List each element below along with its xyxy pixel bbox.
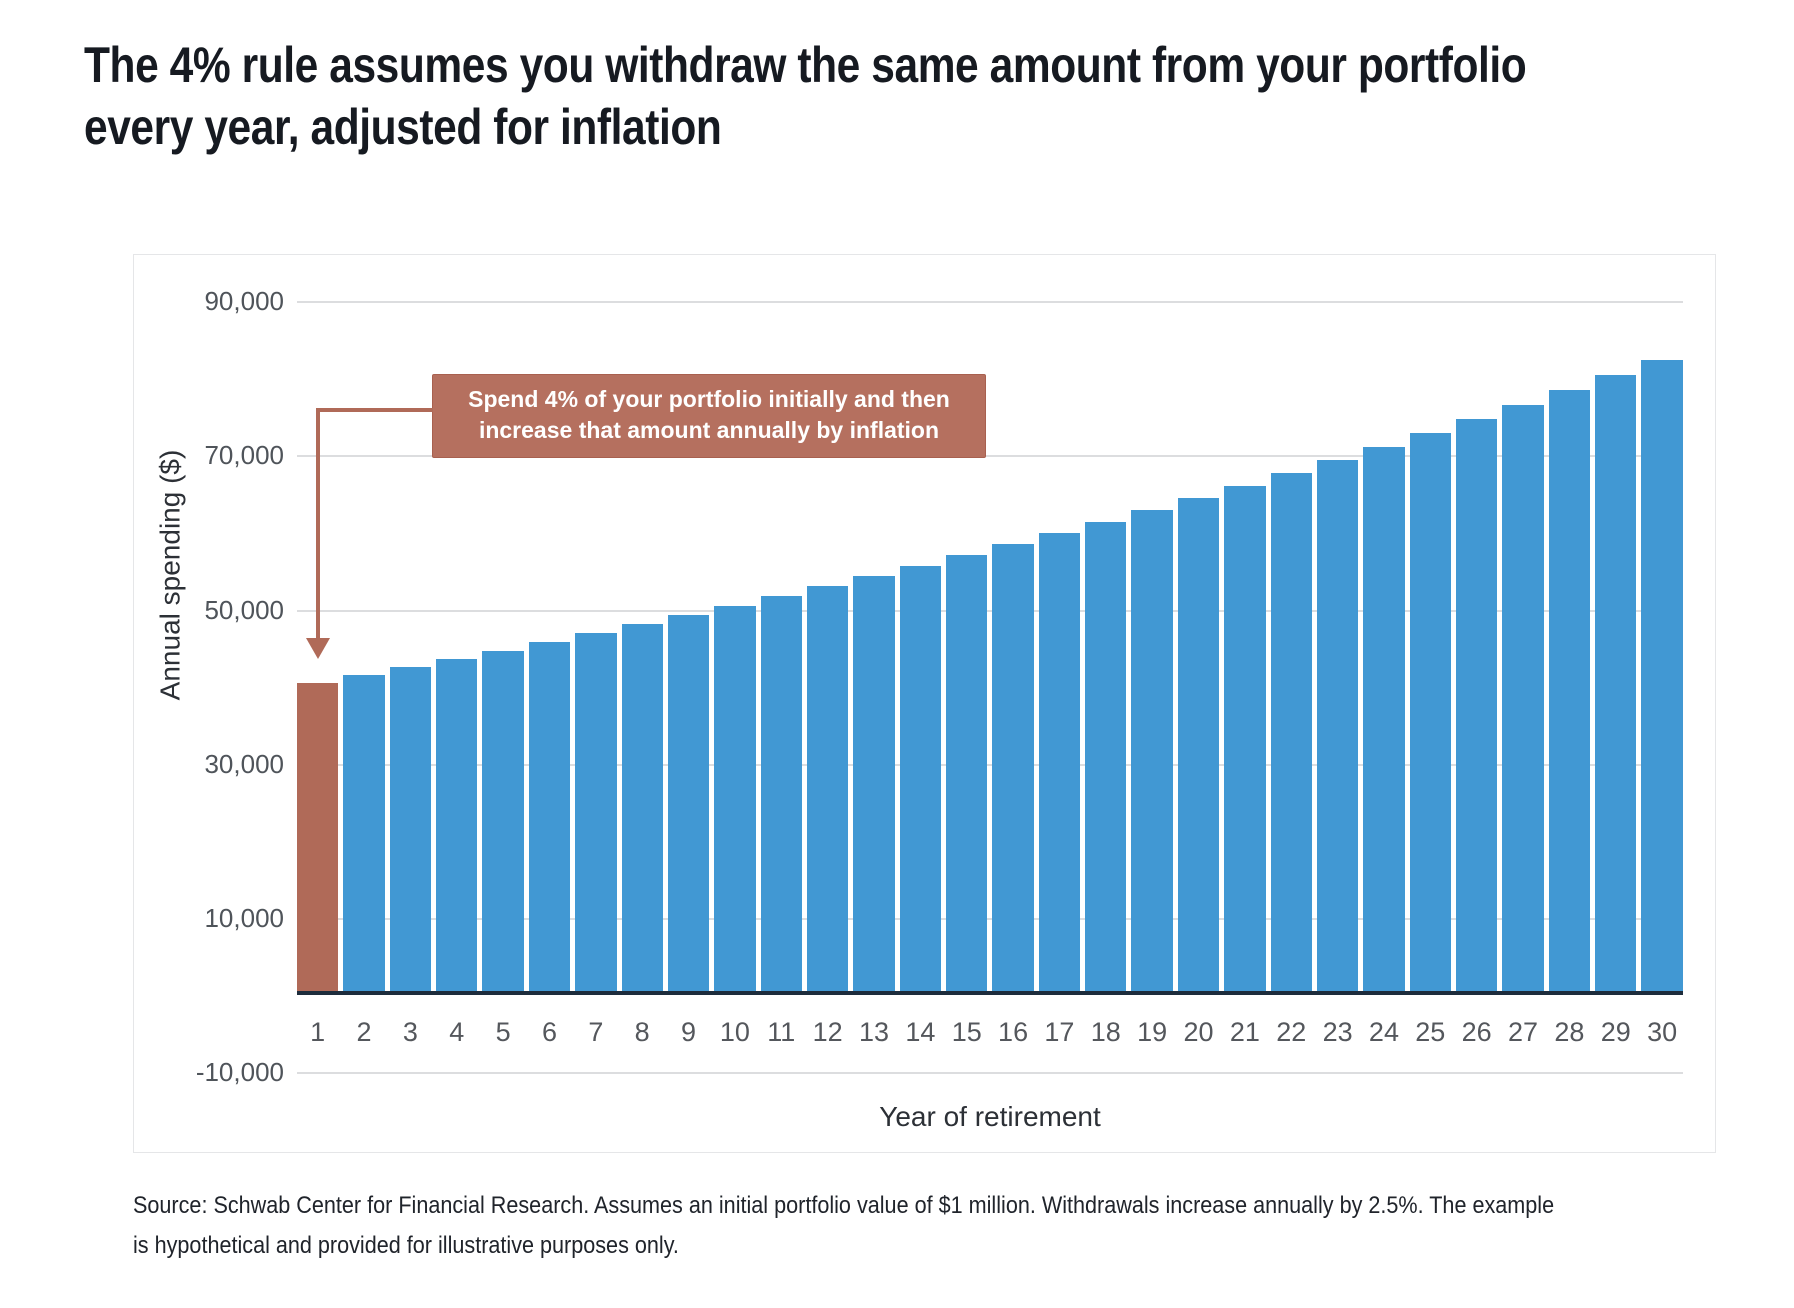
bar-year-27 <box>1502 405 1544 991</box>
bar-year-17 <box>1038 533 1081 991</box>
chart-panel: Annual spending ($) 90,000 70,000 50,000 30… <box>133 254 1716 1153</box>
x-tick-label-24: 24 <box>1368 1017 1399 1047</box>
annotation-callout: Spend 4% of your portfolio initially and… <box>432 374 986 458</box>
x-tick-label-23: 23 <box>1322 1017 1353 1047</box>
bar-year-8 <box>621 624 663 991</box>
y-tick-label: -10,000 <box>195 1057 284 1087</box>
bar-year-2 <box>343 675 385 991</box>
x-tick-label-18: 18 <box>1090 1017 1121 1047</box>
gridline-70,000 <box>297 455 1683 457</box>
x-tick-label-7: 7 <box>588 1017 604 1047</box>
bar-year-16 <box>992 544 1034 991</box>
gridline-10,000 <box>297 918 1683 920</box>
x-tick-label-8: 8 <box>634 1017 650 1047</box>
bar-year-24 <box>1363 447 1405 991</box>
bar-year-23 <box>1316 460 1359 991</box>
page-title-line-2: every year, adjusted for inflation <box>84 99 722 155</box>
x-tick-label-16: 16 <box>998 1017 1029 1047</box>
bar-year-14 <box>899 566 942 991</box>
page-title-line-1: The 4% rule assumes you withdraw the sam… <box>84 37 1527 93</box>
x-tick-label-17: 17 <box>1044 1017 1075 1047</box>
x-tick-label-21: 21 <box>1229 1017 1260 1047</box>
page-title: The 4% rule assumes you withdraw the sam… <box>84 34 1527 158</box>
annotation-line-1: Spend 4% of your portfolio initially and… <box>468 386 950 412</box>
x-tick-label-14: 14 <box>905 1017 936 1047</box>
bar-year-7 <box>575 633 617 991</box>
plot-area <box>297 255 1683 1074</box>
x-tick-label-15: 15 <box>951 1017 982 1047</box>
bar-year-29 <box>1595 375 1637 991</box>
bar-year-26 <box>1455 419 1498 991</box>
source-note-line-2: is hypothetical and provided for illustr… <box>133 1232 679 1259</box>
x-tick-label-12: 12 <box>812 1017 843 1047</box>
bar-year-30 <box>1641 360 1683 991</box>
x-tick-label-10: 10 <box>719 1017 750 1047</box>
gridline-90,000 <box>297 301 1683 303</box>
x-tick-label-19: 19 <box>1137 1017 1168 1047</box>
x-axis-tick-labels: 1 2 3 4 5 6 7 8 9 10 11 12 13 14 15 16 17 18 19 20 21 22 23 24 2… <box>297 1017 1683 1048</box>
annotation-line-2: increase that amount annually by inflati… <box>478 417 940 443</box>
bar-year-20 <box>1177 498 1220 991</box>
x-tick-label-22: 22 <box>1276 1017 1307 1047</box>
x-tick-label-2: 2 <box>356 1017 372 1047</box>
x-tick-label-1: 1 <box>310 1017 326 1047</box>
y-axis-tick-labels: 90,000 70,000 50,000 30,000 10,000 -10,000 <box>134 255 284 1154</box>
bar-year-12 <box>806 586 849 991</box>
bar-year-4 <box>436 659 478 991</box>
y-tick-label: 30,000 <box>204 749 284 779</box>
x-axis-title: Year of retirement <box>879 1101 1101 1132</box>
annotation-arrow-horizontal-segment <box>316 408 433 412</box>
source-note: Source: Schwab Center for Financial Rese… <box>133 1186 1618 1266</box>
bar-year-3 <box>389 667 432 991</box>
x-tick-label-28: 28 <box>1554 1017 1585 1047</box>
x-tick-label-11: 11 <box>767 1017 796 1047</box>
x-tick-label-29: 29 <box>1600 1017 1631 1047</box>
bar-series <box>297 255 1683 991</box>
y-tick-label: 10,000 <box>204 903 284 933</box>
x-tick-label-20: 20 <box>1183 1017 1214 1047</box>
y-tick-label: 90,000 <box>204 286 284 316</box>
bar-year-9 <box>667 615 710 991</box>
bar-year-15 <box>946 555 988 991</box>
bar-year-25 <box>1409 433 1451 991</box>
gridline--10,000 <box>297 1072 1683 1074</box>
bar-year-19 <box>1131 510 1173 991</box>
x-tick-label-6: 6 <box>541 1017 557 1047</box>
source-note-line-1: Source: Schwab Center for Financial Rese… <box>133 1192 1555 1219</box>
annotation-arrow-head-icon <box>306 638 330 659</box>
bar-year-22 <box>1270 473 1312 991</box>
annotation-arrow-vertical-segment <box>316 408 320 638</box>
gridline-30,000 <box>297 764 1683 766</box>
x-tick-label-4: 4 <box>449 1017 465 1047</box>
y-tick-label: 70,000 <box>204 440 284 470</box>
x-tick-label-27: 27 <box>1508 1017 1539 1047</box>
y-tick-label: 50,000 <box>204 595 284 625</box>
x-tick-label-13: 13 <box>858 1017 890 1047</box>
bar-year-18 <box>1085 522 1127 991</box>
x-tick-label-5: 5 <box>495 1017 511 1047</box>
bar-year-11 <box>760 596 802 991</box>
bar-year-10 <box>714 606 756 991</box>
x-tick-label-30: 30 <box>1647 1017 1678 1047</box>
bar-year-28 <box>1548 390 1591 991</box>
gridline-50,000 <box>297 610 1683 612</box>
bar-year-5 <box>482 651 524 991</box>
x-tick-label-25: 25 <box>1415 1017 1446 1047</box>
bar-year-13 <box>853 576 895 991</box>
x-tick-label-26: 26 <box>1461 1017 1492 1047</box>
bar-year-1 <box>297 683 339 991</box>
x-tick-label-9: 9 <box>681 1017 697 1047</box>
bar-year-6 <box>528 642 571 991</box>
bar-year-21 <box>1224 486 1266 991</box>
x-tick-label-3: 3 <box>402 1017 418 1047</box>
